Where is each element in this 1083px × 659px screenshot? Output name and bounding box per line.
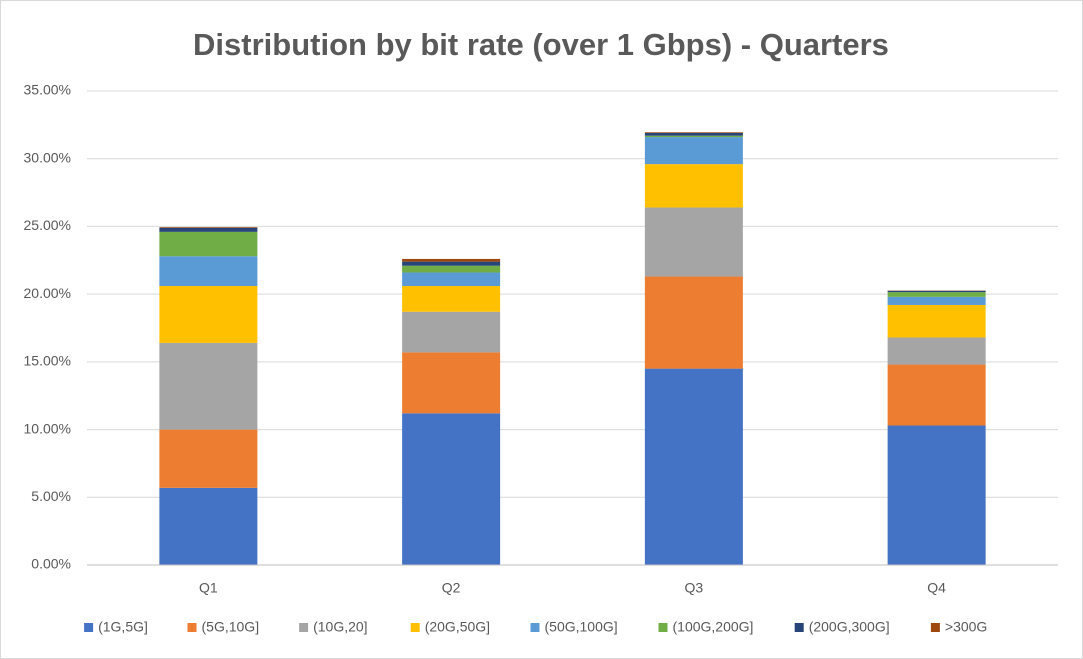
bar-segment — [887, 304, 986, 338]
x-tick-label: Q1 — [199, 580, 218, 596]
bar-segment — [644, 132, 743, 133]
bar-segment — [402, 265, 501, 273]
y-tick-label: 10.00% — [24, 420, 71, 436]
chart-title: Distribution by bit rate (over 1 Gbps) -… — [193, 27, 889, 62]
legend-label: (10G,20] — [313, 619, 367, 635]
x-tick-label: Q2 — [442, 580, 461, 596]
legend-label: (200G,300G] — [809, 619, 890, 635]
bar-segment — [887, 364, 986, 426]
bar-segment — [159, 227, 258, 228]
y-tick-label: 25.00% — [24, 217, 71, 233]
bar-segment — [887, 290, 986, 293]
legend-label: (50G,100G] — [545, 619, 618, 635]
y-tick-label: 5.00% — [31, 488, 71, 504]
legend-swatch — [658, 623, 668, 632]
bar-segment — [159, 286, 258, 343]
legend-swatch — [187, 623, 197, 632]
bar-segment — [402, 286, 501, 312]
bar-segment — [402, 352, 501, 414]
legend-label: (20G,50G] — [425, 619, 490, 635]
bar-segment — [402, 413, 501, 565]
legend-swatch — [410, 623, 420, 632]
bar-segment — [402, 261, 501, 266]
bar-segment — [159, 231, 258, 257]
legend-swatch — [794, 623, 804, 632]
legend-swatch — [930, 623, 940, 632]
bar-segment — [159, 342, 258, 430]
bar-segment — [402, 258, 501, 262]
legend-swatch — [84, 623, 94, 632]
x-tick-label: Q3 — [685, 580, 704, 596]
legend-label: >300G — [945, 619, 987, 635]
bar-segment — [159, 256, 258, 287]
bar-segment — [644, 207, 743, 277]
legend-swatch — [299, 623, 309, 632]
legend-label: (100G,200G] — [673, 619, 754, 635]
legend-swatch — [530, 623, 540, 632]
bar-segment — [644, 135, 743, 138]
bar-segment — [644, 276, 743, 369]
x-tick-label: Q4 — [927, 580, 946, 596]
legend-label: (5G,10G] — [202, 619, 260, 635]
bar-segment — [644, 368, 743, 565]
y-tick-label: 35.00% — [24, 82, 71, 98]
y-tick-label: 15.00% — [24, 353, 71, 369]
y-tick-label: 30.00% — [24, 149, 71, 165]
y-tick-label: 20.00% — [24, 285, 71, 301]
bar-segment — [644, 132, 743, 136]
bar-segment — [159, 487, 258, 565]
bar-segment — [402, 311, 501, 353]
y-tick-label: 0.00% — [31, 556, 71, 572]
bar-segment — [887, 337, 986, 365]
bar-segment — [887, 292, 986, 297]
bar-segment — [159, 429, 258, 488]
bar-segment — [402, 272, 501, 287]
bar-segment — [644, 137, 743, 165]
bar-segment — [887, 425, 986, 565]
bar-segment — [887, 296, 986, 305]
bar-segment — [644, 164, 743, 208]
bar-segment — [159, 227, 258, 232]
legend-label: (1G,5G] — [98, 619, 148, 635]
